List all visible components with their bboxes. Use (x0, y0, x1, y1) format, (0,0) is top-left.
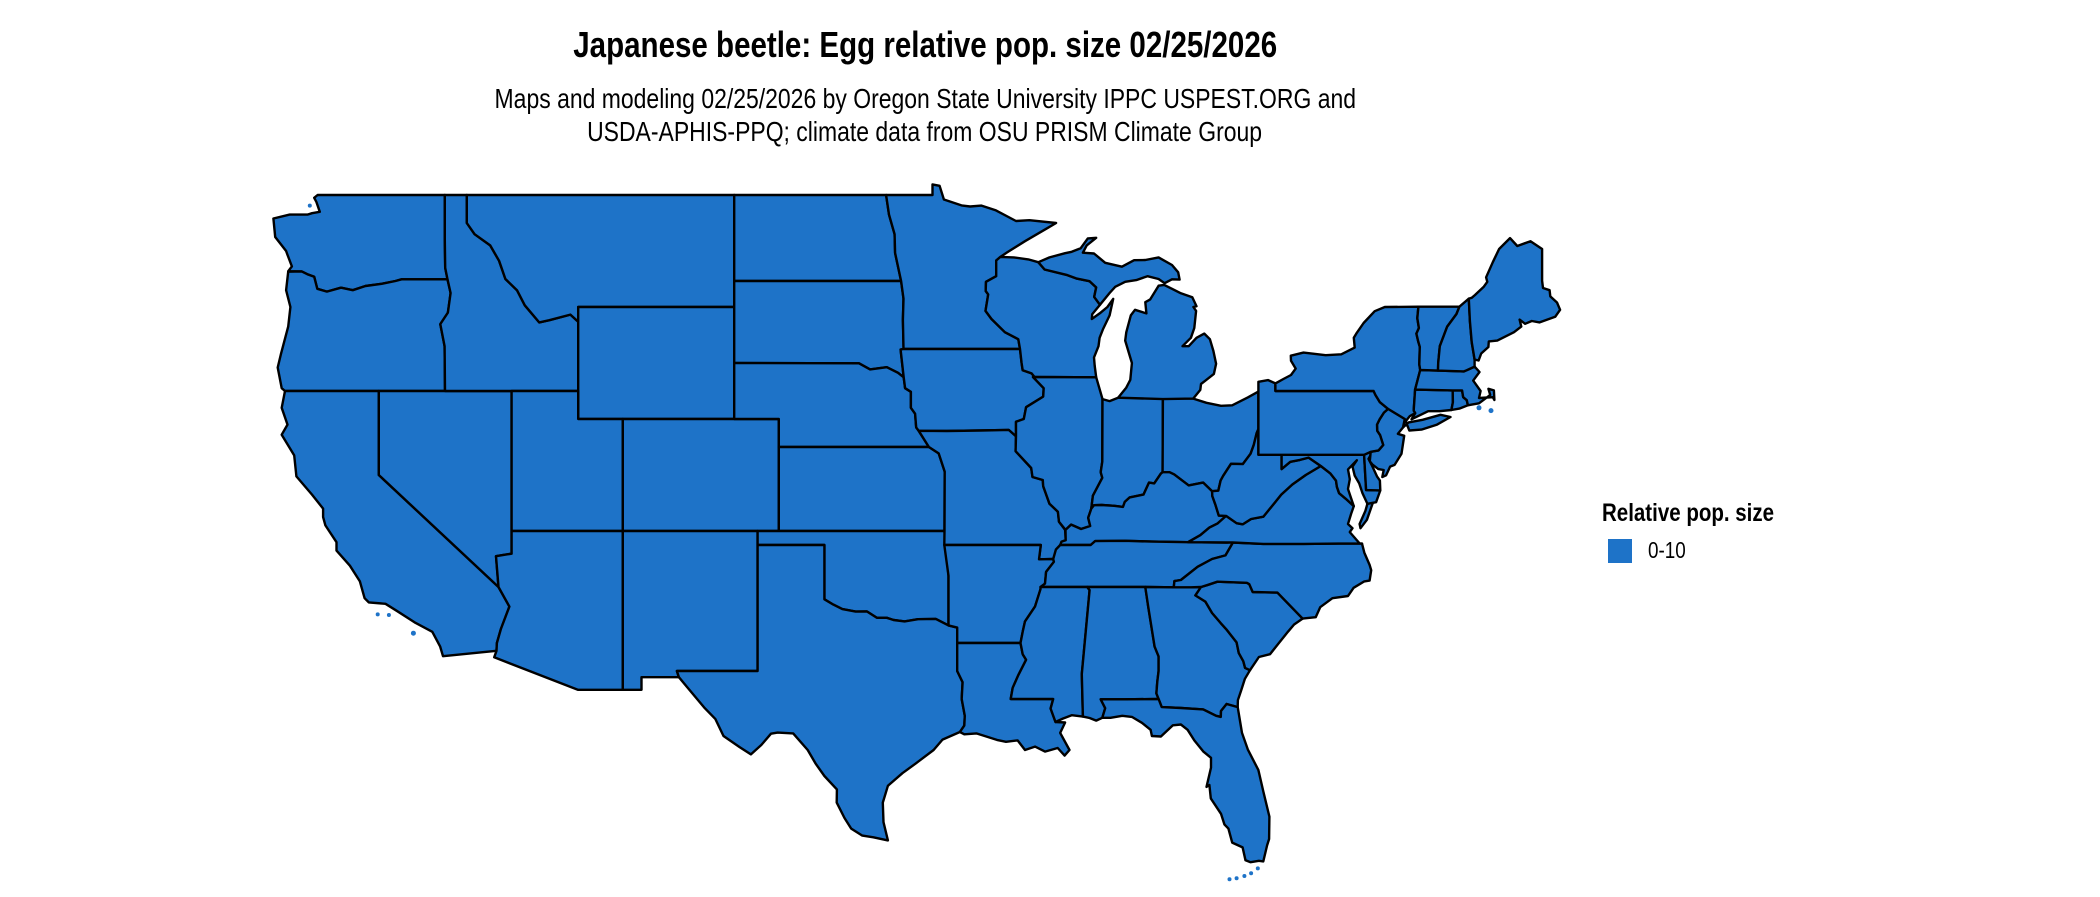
state-kansas (777, 445, 946, 533)
island-florida-key-3 (1242, 874, 1247, 878)
state-colorado (621, 417, 780, 533)
state-north-dakota (733, 193, 903, 283)
island-san-juan (307, 203, 312, 208)
legend: Relative pop. size 0-10 (1602, 500, 1812, 564)
legend-item: 0-10 (1602, 537, 1812, 564)
island-channel-island-2 (386, 613, 391, 617)
state-virginia-eastern-shore (1358, 501, 1375, 530)
state-maryland (1280, 453, 1382, 508)
state-connecticut (1410, 388, 1455, 421)
state-oregon (276, 270, 452, 393)
state-michigan-lower (1116, 283, 1218, 401)
state-texas (675, 543, 966, 842)
state-arizona (493, 529, 624, 691)
legend-title: Relative pop. size (1602, 499, 1775, 527)
state-michigan-upper (1037, 236, 1181, 306)
map-title: Japanese beetle: Egg relative pop. size … (573, 24, 1277, 65)
map-subtitle-band: Maps and modeling 02/25/2026 by Oregon S… (0, 82, 1850, 148)
state-florida (1099, 697, 1271, 864)
island-florida-key-5 (1227, 877, 1232, 882)
map-title-band: Japanese beetle: Egg relative pop. size … (0, 24, 1850, 66)
island-channel-island-1 (375, 612, 380, 617)
island-nantucket (1488, 408, 1494, 414)
legend-item-label: 0-10 (1648, 537, 1686, 563)
island-florida-key-4 (1234, 876, 1239, 881)
island-channel-island-3 (410, 630, 416, 636)
map-subtitle-line2: USDA-APHIS-PPQ; climate data from OSU PR… (587, 116, 1263, 147)
map-subtitle-line1: Maps and modeling 02/25/2026 by Oregon S… (494, 83, 1356, 114)
island-florida-key-2 (1249, 871, 1254, 876)
island-marthas-vineyard (1476, 405, 1482, 411)
state-north-carolina (1172, 540, 1373, 620)
island-florida-key-1 (1255, 866, 1260, 871)
state-new-mexico (621, 529, 759, 691)
legend-swatch (1608, 538, 1632, 563)
state-wyoming (577, 305, 736, 421)
state-maine (1467, 236, 1562, 362)
